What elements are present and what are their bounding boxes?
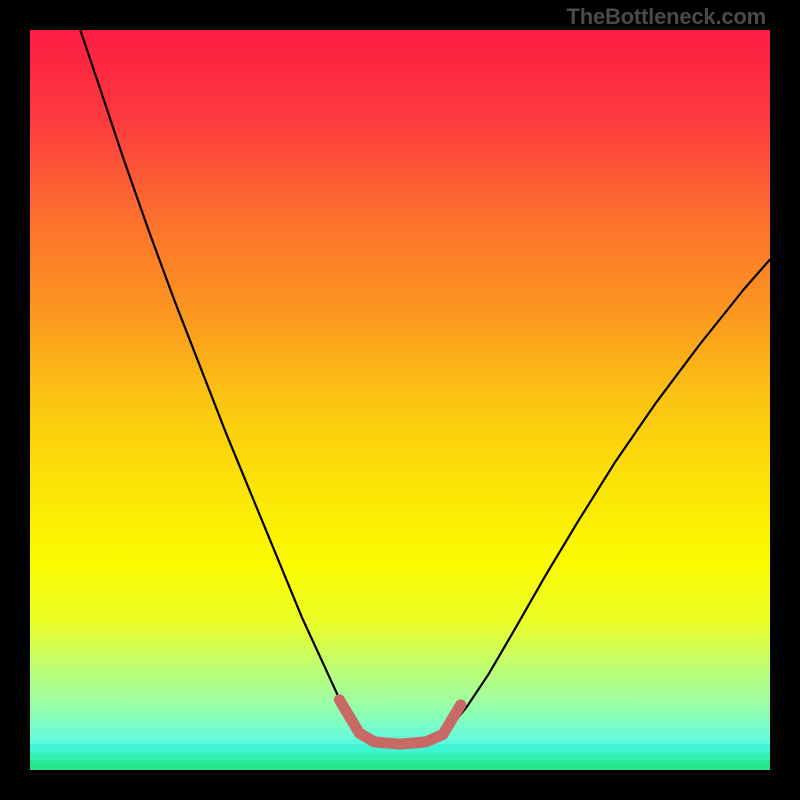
bottleneck-curve (80, 30, 770, 744)
watermark-text: TheBottleneck.com (566, 4, 766, 30)
curve-layer (30, 30, 770, 770)
flat-segment-highlight (339, 700, 460, 744)
plot-area (30, 30, 770, 770)
chart-frame: TheBottleneck.com (0, 0, 800, 800)
